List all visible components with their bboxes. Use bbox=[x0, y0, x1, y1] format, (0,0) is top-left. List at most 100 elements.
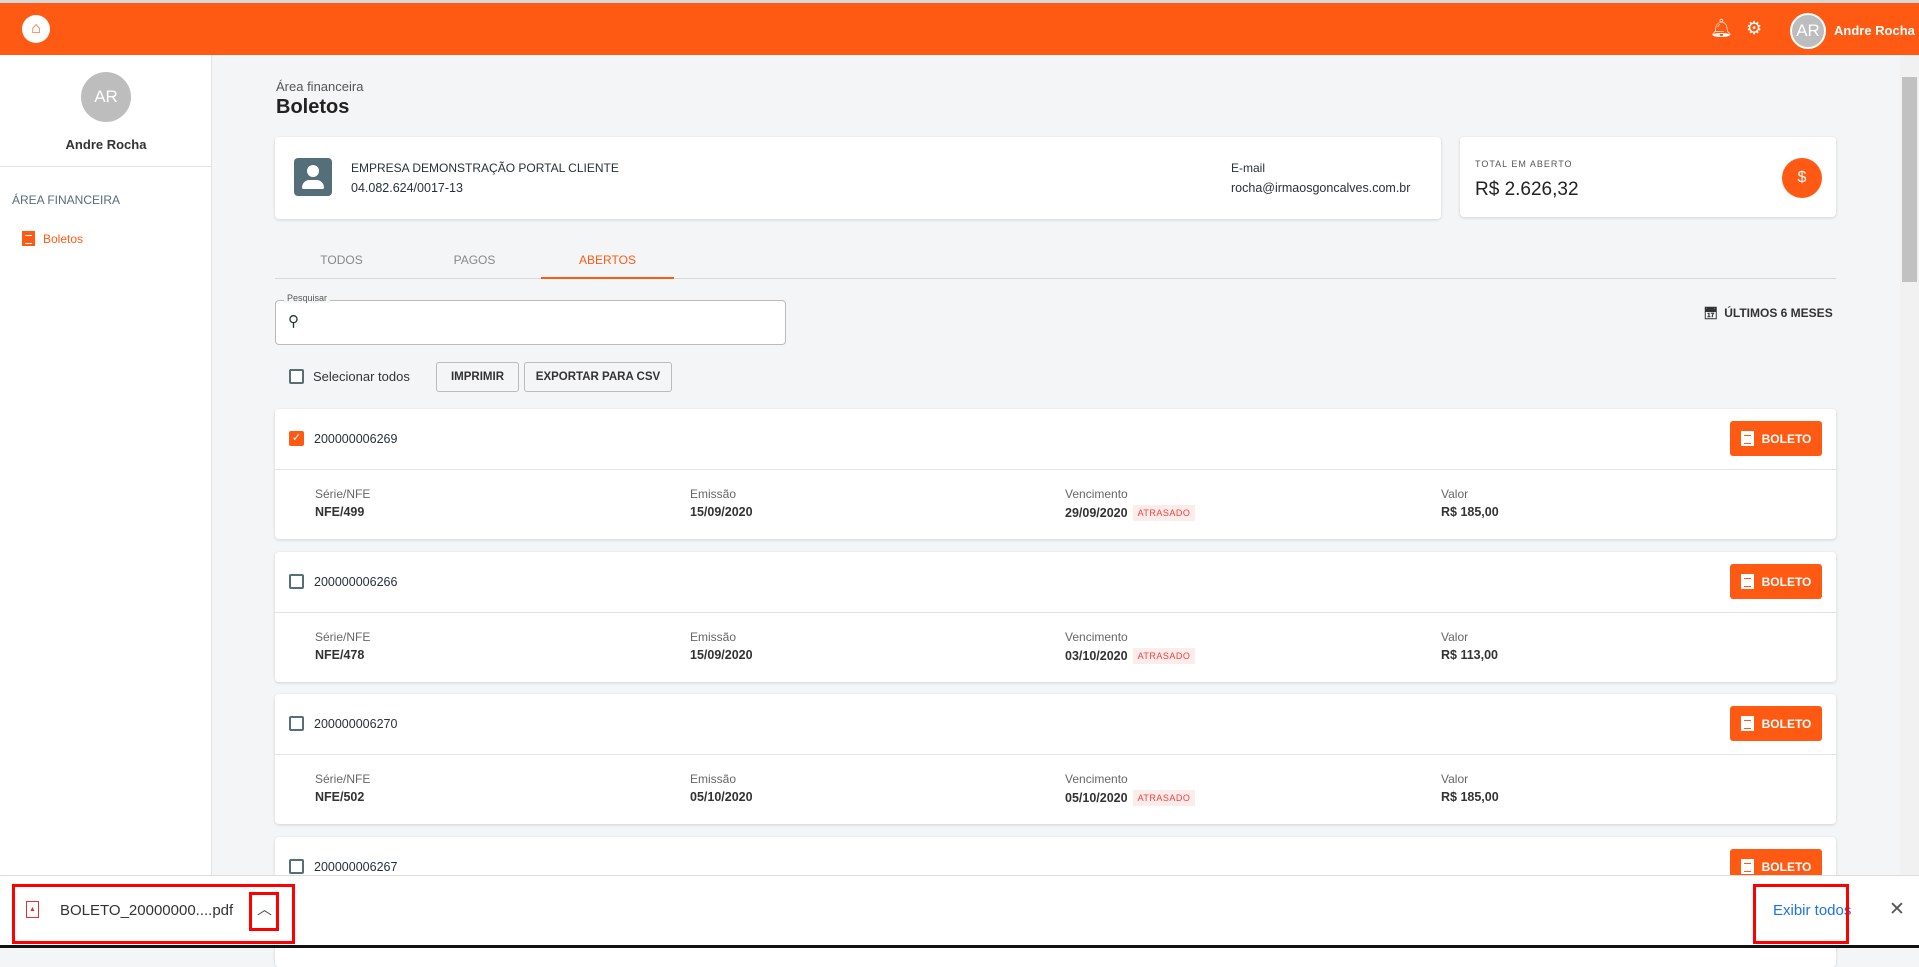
vencimento-value: 29/09/2020 ATRASADO bbox=[1065, 505, 1196, 521]
sidebar-avatar: AR bbox=[81, 72, 131, 122]
email-value: rocha@irmaosgoncalves.com.br bbox=[1231, 181, 1411, 195]
valor-label: Valor bbox=[1441, 630, 1469, 644]
boleto-button[interactable]: BOLETO bbox=[1730, 421, 1822, 456]
tab-pagos[interactable]: PAGOS bbox=[453, 253, 496, 267]
row-header: 200000006266 BOLETO bbox=[275, 552, 1836, 613]
breadcrumb: Área financeira bbox=[276, 79, 364, 94]
show-all-button[interactable]: Exibir todos bbox=[1773, 902, 1852, 919]
export-csv-button[interactable]: EXPORTAR PARA CSV bbox=[524, 362, 672, 392]
row-header: 200000006270 BOLETO bbox=[275, 694, 1836, 755]
vencimento-date: 03/10/2020 bbox=[1065, 649, 1128, 663]
highlight-box bbox=[12, 884, 295, 944]
sidebar-item-boletos[interactable]: Boletos bbox=[22, 231, 83, 246]
serie-value: NFE/478 bbox=[315, 648, 365, 662]
serie-value: NFE/499 bbox=[315, 505, 365, 519]
download-bar: ▲ BOLETO_20000000....pdf ︿ Exibir todos … bbox=[0, 875, 1919, 945]
valor-label: Valor bbox=[1441, 772, 1469, 786]
vencimento-label: Vencimento bbox=[1065, 630, 1128, 644]
vencimento-date: 05/10/2020 bbox=[1065, 791, 1128, 805]
vencimento-value: 05/10/2020 ATRASADO bbox=[1065, 790, 1196, 806]
document-icon bbox=[1740, 574, 1754, 589]
boleto-number: 200000006266 bbox=[314, 575, 398, 589]
valor-value: R$ 185,00 bbox=[1441, 790, 1499, 804]
boleto-number: 200000006270 bbox=[314, 717, 398, 731]
tabs: TODOS PAGOS ABERTOS bbox=[275, 245, 1836, 279]
serie-value: NFE/502 bbox=[315, 790, 365, 804]
document-icon bbox=[1740, 716, 1754, 731]
vencimento-date: 29/09/2020 bbox=[1065, 506, 1128, 520]
document-icon bbox=[1740, 859, 1754, 874]
company-name: EMPRESA DEMONSTRAÇÃO PORTAL CLIENTE bbox=[351, 161, 619, 175]
emissao-column: Emissão 15/09/2020 bbox=[690, 487, 753, 519]
email-label: E-mail bbox=[1231, 161, 1266, 175]
row-checkbox[interactable] bbox=[289, 859, 304, 874]
row-checkbox[interactable] bbox=[289, 574, 304, 589]
vencimento-column: Vencimento 29/09/2020 ATRASADO bbox=[1065, 487, 1196, 521]
emissao-value: 05/10/2020 bbox=[690, 790, 753, 804]
serie-column: Série/NFE NFE/502 bbox=[315, 772, 370, 804]
pdf-file-icon: ▲ bbox=[26, 901, 39, 918]
emissao-column: Emissão 05/10/2020 bbox=[690, 772, 753, 804]
boleto-number: 200000006267 bbox=[314, 860, 398, 874]
download-filename[interactable]: BOLETO_20000000....pdf bbox=[60, 902, 234, 919]
select-all[interactable]: Selecionar todos bbox=[289, 369, 410, 384]
boleto-button-label: BOLETO bbox=[1761, 716, 1812, 731]
emissao-label: Emissão bbox=[690, 772, 737, 786]
bell-icon[interactable]: 🔔︎ bbox=[1710, 18, 1733, 38]
document-icon bbox=[22, 231, 35, 246]
search-input[interactable]: Pesquisar ⚲ bbox=[275, 293, 786, 345]
top-bar: ⌂ 🔔︎ ⚙ AR Andre Rocha bbox=[0, 3, 1919, 55]
total-card: TOTAL EM ABERTO R$ 2.626,32 $ bbox=[1460, 137, 1836, 217]
house-logo-icon[interactable]: ⌂ bbox=[22, 15, 50, 43]
boleto-button[interactable]: BOLETO bbox=[1730, 706, 1822, 741]
sidebar-user-name: Andre Rocha bbox=[65, 137, 147, 152]
dollar-icon: $ bbox=[1782, 158, 1822, 198]
vencimento-column: Vencimento 03/10/2020 ATRASADO bbox=[1065, 630, 1196, 664]
boleto-button-label: BOLETO bbox=[1761, 574, 1812, 589]
valor-column: Valor R$ 185,00 bbox=[1441, 772, 1499, 804]
boleto-row: 200000006270 BOLETO Série/NFE NFE/502 Emi… bbox=[275, 694, 1836, 824]
boleto-row: 200000006266 BOLETO Série/NFE NFE/478 Emi… bbox=[275, 552, 1836, 682]
document-icon bbox=[1740, 431, 1754, 446]
valor-column: Valor R$ 113,00 bbox=[1441, 630, 1498, 662]
taskbar-edge bbox=[0, 945, 1919, 948]
serie-column: Série/NFE NFE/478 bbox=[315, 630, 370, 662]
gear-icon[interactable]: ⚙ bbox=[1746, 18, 1763, 38]
highlight-box bbox=[1753, 884, 1849, 944]
row-checkbox[interactable] bbox=[289, 716, 304, 731]
scrollbar-thumb[interactable] bbox=[1902, 77, 1917, 282]
print-button[interactable]: IMPRIMIR bbox=[436, 362, 519, 392]
tab-todos[interactable]: TODOS bbox=[320, 253, 363, 267]
total-label: TOTAL EM ABERTO bbox=[1475, 159, 1573, 169]
date-range-button[interactable]: 📅︎ ÚLTIMOS 6 MESES bbox=[1703, 306, 1833, 320]
tab-abertos[interactable]: ABERTOS bbox=[541, 245, 674, 279]
status-badge: ATRASADO bbox=[1132, 505, 1196, 521]
row-header: ✓ 200000006269 BOLETO bbox=[275, 409, 1836, 470]
browser-top-edge bbox=[0, 0, 1919, 3]
serie-label: Série/NFE bbox=[315, 772, 371, 786]
scrollbar[interactable] bbox=[1900, 55, 1919, 875]
vencimento-label: Vencimento bbox=[1065, 487, 1128, 501]
row-checkbox[interactable]: ✓ bbox=[289, 431, 304, 446]
close-icon[interactable]: ✕ bbox=[1889, 899, 1905, 920]
company-cnpj: 04.082.624/0017-13 bbox=[351, 181, 463, 195]
user-name[interactable]: Andre Rocha bbox=[1834, 23, 1915, 38]
avatar[interactable]: AR bbox=[1790, 13, 1826, 49]
page-title: Boletos bbox=[276, 96, 350, 118]
person-icon bbox=[294, 158, 332, 196]
serie-column: Série/NFE NFE/499 bbox=[315, 487, 370, 519]
date-range-label: ÚLTIMOS 6 MESES bbox=[1724, 306, 1833, 320]
sidebar-item-label: Boletos bbox=[43, 231, 84, 246]
valor-label: Valor bbox=[1441, 487, 1469, 501]
chevron-up-icon[interactable]: ︿ bbox=[257, 901, 273, 918]
calendar-icon: 📅︎ bbox=[1703, 306, 1719, 320]
sidebar: AR Andre Rocha ÁREA FINANCEIRA Boletos bbox=[0, 55, 212, 875]
emissao-column: Emissão 15/09/2020 bbox=[690, 630, 753, 662]
valor-value: R$ 185,00 bbox=[1441, 505, 1499, 519]
search-icon: ⚲ bbox=[288, 313, 299, 330]
boleto-row: ✓ 200000006269 BOLETO Série/NFE NFE/499 E… bbox=[275, 409, 1836, 539]
select-all-checkbox[interactable] bbox=[289, 369, 304, 384]
boleto-button[interactable]: BOLETO bbox=[1730, 564, 1822, 599]
serie-label: Série/NFE bbox=[315, 487, 371, 501]
divider bbox=[0, 166, 212, 167]
